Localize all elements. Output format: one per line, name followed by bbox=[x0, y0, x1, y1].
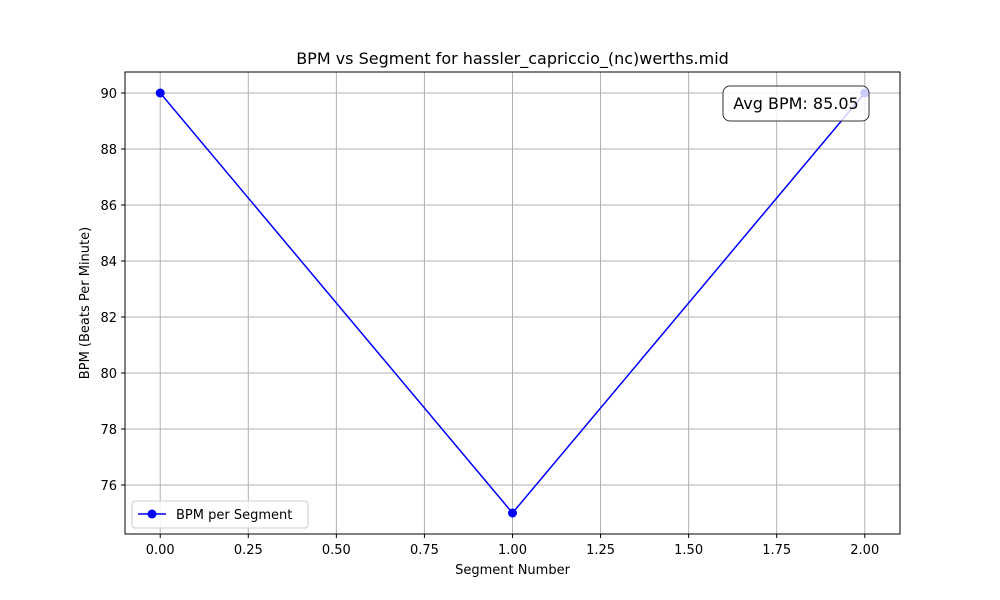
x-tick-label: 1.25 bbox=[586, 543, 615, 558]
y-tick-label: 88 bbox=[100, 143, 117, 158]
y-tick-label: 80 bbox=[100, 367, 117, 382]
legend-box bbox=[131, 500, 309, 529]
annotation-text: Avg BPM: 85.05 bbox=[733, 94, 858, 113]
legend-label: BPM per Segment bbox=[176, 508, 292, 523]
y-tick-label: 76 bbox=[100, 479, 117, 494]
annotation-box bbox=[722, 85, 870, 122]
y-tick-label: 82 bbox=[100, 311, 117, 326]
x-tick-label: 1.50 bbox=[674, 543, 703, 558]
x-tick-label: 0.25 bbox=[234, 543, 263, 558]
legend-marker-sample bbox=[147, 509, 157, 519]
chart-title: BPM vs Segment for hassler_capriccio_(nc… bbox=[296, 49, 729, 69]
y-axis-ticks: 76 78 80 82 84 86 88 90 bbox=[100, 87, 125, 494]
x-axis-label: Segment Number bbox=[455, 563, 571, 578]
data-point bbox=[508, 508, 517, 518]
x-tick-label: 0.75 bbox=[410, 543, 439, 558]
y-tick-label: 86 bbox=[100, 199, 117, 214]
x-tick-label: 0.50 bbox=[322, 543, 351, 558]
x-tick-label: 1.75 bbox=[762, 543, 791, 558]
x-tick-label: 0.00 bbox=[146, 543, 175, 558]
y-axis-label: BPM (Beats Per Minute) bbox=[78, 227, 93, 379]
grid-lines bbox=[125, 72, 900, 534]
x-tick-label: 1.00 bbox=[498, 543, 527, 558]
legend: BPM per Segment bbox=[131, 500, 309, 529]
x-tick-label: 2.00 bbox=[850, 543, 879, 558]
x-axis-ticks: 0.00 0.25 0.50 0.75 1.00 1.25 1.50 1.75 2.00 bbox=[146, 534, 879, 558]
avg-bpm-annotation: Avg BPM: 85.05 bbox=[722, 85, 870, 122]
plot-frame bbox=[124, 71, 901, 535]
data-point bbox=[155, 88, 165, 98]
y-tick-label: 84 bbox=[100, 255, 117, 270]
y-tick-label: 90 bbox=[100, 87, 117, 102]
y-tick-label: 78 bbox=[100, 423, 117, 438]
